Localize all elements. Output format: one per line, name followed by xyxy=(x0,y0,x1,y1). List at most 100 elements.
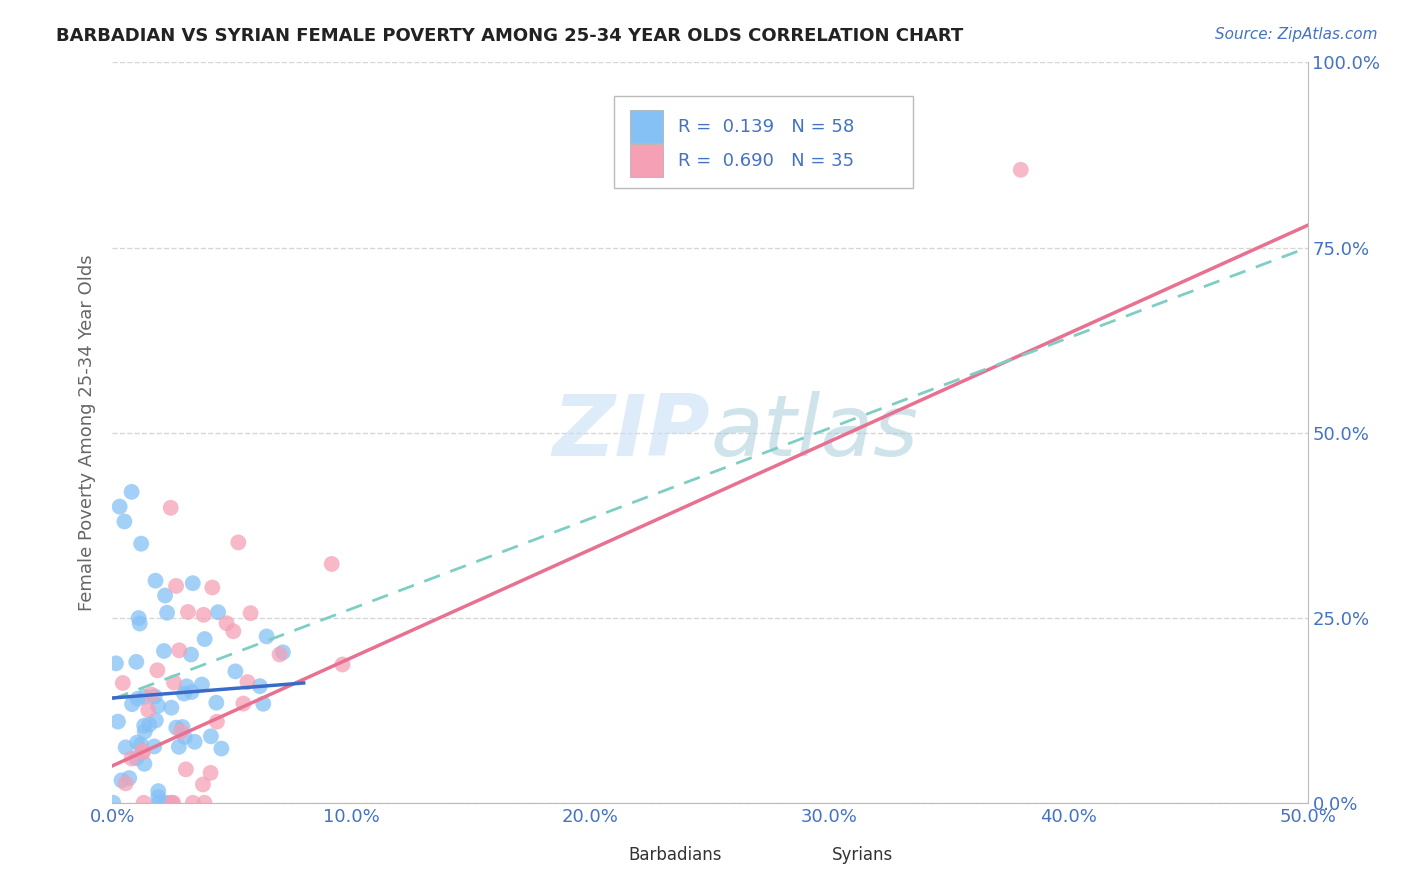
Point xyxy=(209,741,232,756)
Point xyxy=(125,655,148,669)
Point xyxy=(176,679,198,693)
Point xyxy=(155,796,177,810)
Point xyxy=(145,574,167,588)
Point xyxy=(205,696,228,710)
Point xyxy=(146,663,169,677)
Point xyxy=(121,697,143,711)
Point xyxy=(215,616,238,631)
Point xyxy=(146,698,169,713)
Point xyxy=(118,771,141,785)
Text: BARBADIAN VS SYRIAN FEMALE POVERTY AMONG 25-34 YEAR OLDS CORRELATION CHART: BARBADIAN VS SYRIAN FEMALE POVERTY AMONG… xyxy=(56,27,963,45)
Point xyxy=(103,796,125,810)
Point xyxy=(131,744,153,758)
Point xyxy=(134,719,156,733)
Point xyxy=(111,676,134,690)
Point xyxy=(134,724,156,739)
Text: Syrians: Syrians xyxy=(832,846,893,863)
Point xyxy=(249,679,271,693)
Point xyxy=(114,776,136,790)
Y-axis label: Female Poverty Among 25-34 Year Olds: Female Poverty Among 25-34 Year Olds xyxy=(77,254,96,611)
Point xyxy=(205,714,228,729)
Point xyxy=(132,796,155,810)
Point xyxy=(148,784,170,798)
Point xyxy=(160,700,183,714)
Point xyxy=(200,765,222,780)
Point xyxy=(180,685,202,699)
Text: R =  0.690   N = 35: R = 0.690 N = 35 xyxy=(678,152,853,169)
FancyBboxPatch shape xyxy=(630,145,664,178)
Point xyxy=(183,735,205,749)
Point xyxy=(127,735,149,749)
Point xyxy=(321,557,343,571)
Point xyxy=(222,624,245,639)
Point xyxy=(191,777,214,791)
Point xyxy=(165,579,187,593)
Point xyxy=(256,629,278,643)
Point xyxy=(128,616,150,631)
Point xyxy=(129,738,152,752)
Point xyxy=(143,739,166,754)
Point xyxy=(181,576,204,591)
Point xyxy=(110,773,132,788)
Point xyxy=(139,687,162,701)
Point xyxy=(163,675,186,690)
Point xyxy=(128,611,150,625)
Point xyxy=(153,644,176,658)
Point xyxy=(143,690,166,704)
Point xyxy=(1010,162,1032,177)
Point xyxy=(145,714,167,728)
Point xyxy=(134,756,156,771)
Point xyxy=(167,739,190,754)
Point xyxy=(239,606,262,620)
Point xyxy=(181,796,204,810)
Point xyxy=(236,675,259,690)
Point xyxy=(200,729,222,743)
Point xyxy=(129,536,152,550)
Point xyxy=(156,606,179,620)
Point xyxy=(194,632,217,646)
Point xyxy=(269,648,291,662)
FancyBboxPatch shape xyxy=(630,110,664,144)
Point xyxy=(174,763,197,777)
Point xyxy=(160,796,183,810)
Point xyxy=(162,796,184,810)
Point xyxy=(232,697,254,711)
Point xyxy=(173,687,195,701)
FancyBboxPatch shape xyxy=(614,95,914,188)
Point xyxy=(107,714,129,729)
Point xyxy=(207,605,229,619)
Text: R =  0.139   N = 58: R = 0.139 N = 58 xyxy=(678,118,853,136)
Point xyxy=(224,665,246,679)
Point xyxy=(159,500,181,515)
Point xyxy=(173,730,195,744)
Point xyxy=(125,751,148,765)
Point xyxy=(165,721,187,735)
Point xyxy=(170,724,193,739)
Point xyxy=(108,500,131,514)
Point xyxy=(252,697,274,711)
Point xyxy=(167,643,190,657)
Point xyxy=(134,690,156,704)
Point xyxy=(332,657,354,672)
Point xyxy=(138,717,160,731)
Point xyxy=(201,581,224,595)
Text: Barbadians: Barbadians xyxy=(628,846,723,863)
Point xyxy=(127,691,149,706)
Point xyxy=(193,796,215,810)
Point xyxy=(271,645,294,659)
Point xyxy=(193,607,215,622)
Point xyxy=(121,484,143,499)
Point xyxy=(121,751,143,765)
Point xyxy=(228,535,250,549)
Point xyxy=(191,677,214,691)
Point xyxy=(148,796,170,810)
Point xyxy=(148,790,170,805)
Text: atlas: atlas xyxy=(710,391,918,475)
Point xyxy=(180,648,202,662)
Point xyxy=(159,796,181,810)
Text: Source: ZipAtlas.com: Source: ZipAtlas.com xyxy=(1215,27,1378,42)
Point xyxy=(136,703,159,717)
Point xyxy=(104,657,127,671)
Point xyxy=(177,605,200,619)
FancyBboxPatch shape xyxy=(591,838,617,870)
